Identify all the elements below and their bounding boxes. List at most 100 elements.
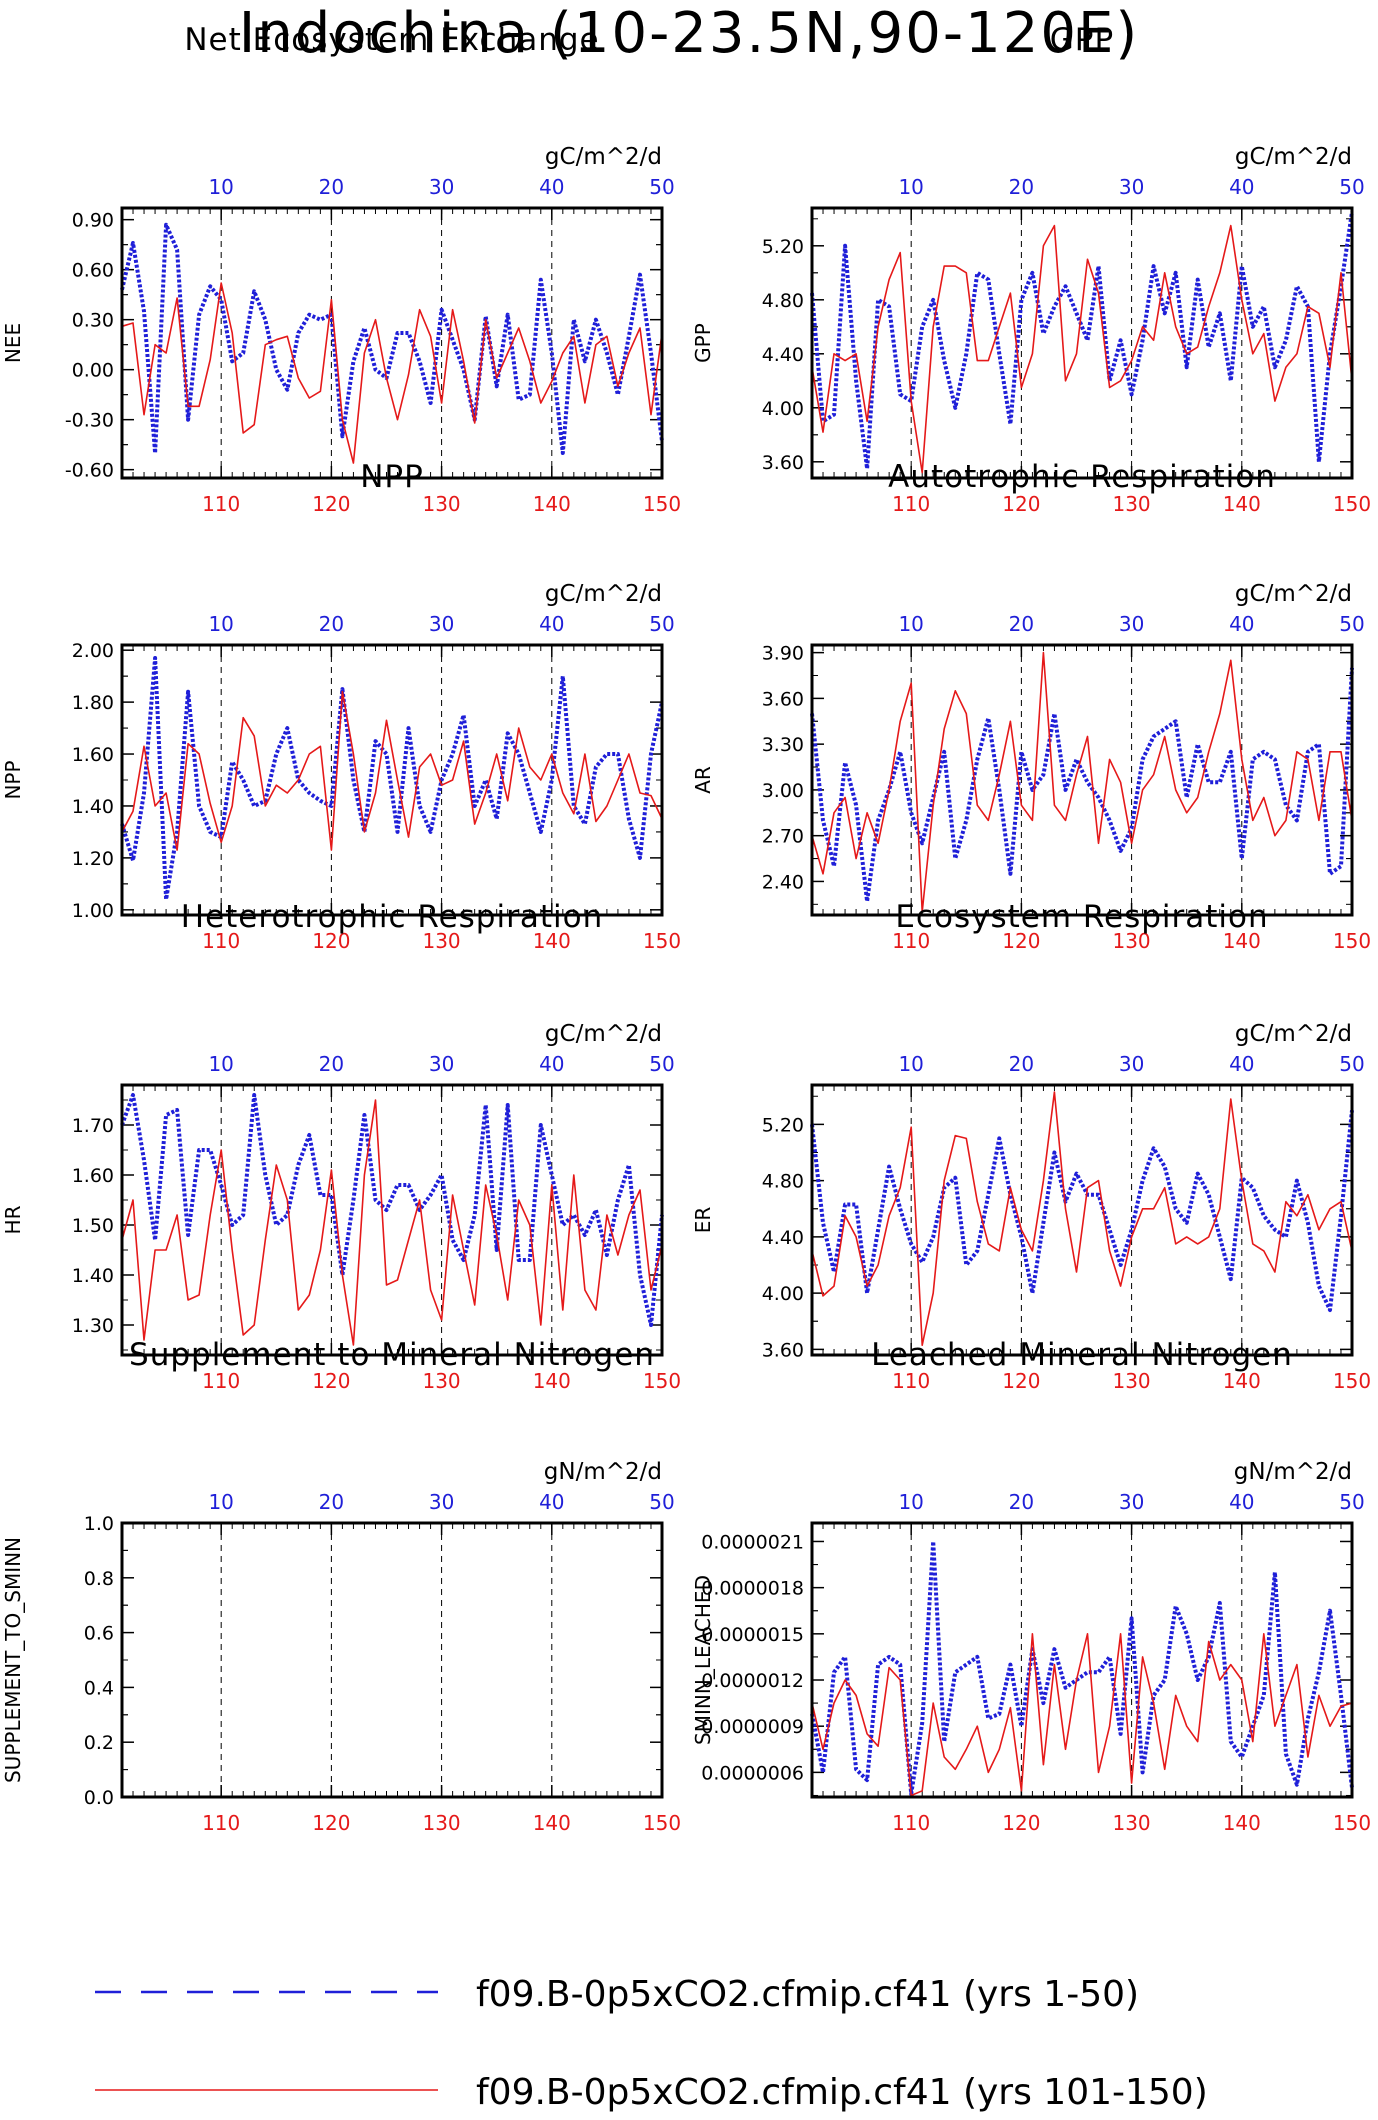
panel7-y-tick-label: 0.2 xyxy=(84,1732,114,1754)
panel4-frame xyxy=(810,643,1354,917)
panel8-series-yrs-101-150 xyxy=(811,1633,1353,1797)
panel2-units: gC/m^2/d xyxy=(1235,144,1352,170)
panel6-y-tick-label: 4.80 xyxy=(762,1171,804,1193)
panel6-bottom-tick-label-110: 110 xyxy=(892,1369,930,1393)
panel4-y-tick-label: 3.00 xyxy=(762,780,804,802)
panel4-top-tick-label-40: 40 xyxy=(1229,612,1254,636)
panel8-bottom-tick-label-120: 120 xyxy=(1002,1811,1040,1835)
panel5-bottom-tick-label-140: 140 xyxy=(533,1369,571,1393)
panel4-y-tick-label: 2.40 xyxy=(762,871,804,893)
panel6-top-tick-label-50: 50 xyxy=(1339,1052,1364,1076)
panel7-top-tick-label-10: 10 xyxy=(208,1490,233,1514)
panel6-top-tick-label-30: 30 xyxy=(1119,1052,1144,1076)
panel4-ylabel: AR xyxy=(691,766,715,794)
main-title: Indochina (10-23.5N,90-120E) xyxy=(238,1,1140,66)
panel8-bottom-tick-label-130: 130 xyxy=(1112,1811,1150,1835)
panel2-top-tick-label-40: 40 xyxy=(1229,175,1254,199)
panel6-units: gC/m^2/d xyxy=(1235,1021,1352,1047)
panel4-top-tick-label-20: 20 xyxy=(1009,612,1034,636)
panel5-series-yrs-101-150 xyxy=(121,1099,663,1346)
panel3-bottom-tick-label-120: 120 xyxy=(312,929,350,953)
panel5-y-tick-label: 1.30 xyxy=(72,1315,114,1337)
panel6-top-tick-label-40: 40 xyxy=(1229,1052,1254,1076)
panel7-top-tick-label-50: 50 xyxy=(649,1490,674,1514)
panel8-y-tick-label: 0.0000015 xyxy=(701,1624,804,1646)
panel2-y-tick-label: 3.60 xyxy=(762,452,804,474)
panel5-top-tick-label-10: 10 xyxy=(208,1052,233,1076)
panel2-y-tick-label: 4.80 xyxy=(762,290,804,312)
panel4-top-tick-label-50: 50 xyxy=(1339,612,1364,636)
panel6-y-tick-label: 3.60 xyxy=(762,1339,804,1361)
panel3-y-tick-label: 1.20 xyxy=(72,848,114,870)
panel1-units: gC/m^2/d xyxy=(545,144,662,170)
panel7-y-tick-label: 0.8 xyxy=(84,1568,114,1590)
panel5-units: gC/m^2/d xyxy=(545,1021,662,1047)
panel7-bottom-tick-label-110: 110 xyxy=(202,1811,240,1835)
panel3-title: NPP xyxy=(360,459,424,495)
panel8-bottom-tick-label-150: 150 xyxy=(1333,1811,1371,1835)
panel4-bottom-tick-label-130: 130 xyxy=(1112,929,1150,953)
panel6-top-tick-label-10: 10 xyxy=(898,1052,923,1076)
panel8-top-tick-label-10: 10 xyxy=(898,1490,923,1514)
panel5-bottom-tick-label-120: 120 xyxy=(312,1369,350,1393)
panel1-bottom-tick-label-130: 130 xyxy=(422,492,460,516)
panel8-y-tick-label: 0.0000009 xyxy=(701,1716,804,1738)
panel5-series-yrs-1-50 xyxy=(120,1093,664,1327)
panel4-y-tick-label: 3.30 xyxy=(762,734,804,756)
panel7-y-tick-label: 0.4 xyxy=(84,1677,114,1699)
panel8-y-tick-label: 0.0000018 xyxy=(701,1578,804,1600)
panel6-series-yrs-101-150 xyxy=(811,1091,1353,1346)
panel1-top-tick-label-50: 50 xyxy=(649,175,674,199)
panel2-bottom-tick-label-130: 130 xyxy=(1112,492,1150,516)
panel6-bottom-tick-label-130: 130 xyxy=(1112,1369,1150,1393)
panel5-y-tick-label: 1.50 xyxy=(72,1215,114,1237)
panel3-frame xyxy=(120,643,664,917)
panel8-y-tick-label: 0.0000021 xyxy=(701,1531,804,1553)
panel4-top-tick-label-10: 10 xyxy=(898,612,923,636)
panel5-bottom-tick-label-110: 110 xyxy=(202,1369,240,1393)
panel6-series-yrs-1-50 xyxy=(810,1110,1354,1312)
panel8-units: gN/m^2/d xyxy=(1234,1459,1352,1485)
panel8-bottom-tick-label-110: 110 xyxy=(892,1811,930,1835)
panel8-y-tick-label: 0.0000012 xyxy=(701,1670,804,1692)
panel2-bottom-tick-label-120: 120 xyxy=(1002,492,1040,516)
panel7-frame xyxy=(120,1521,664,1799)
panel5-ylabel: HR xyxy=(1,1205,25,1234)
panel3-y-tick-label: 1.40 xyxy=(72,796,114,818)
panel4-bottom-tick-label-110: 110 xyxy=(892,929,930,953)
panel2-frame xyxy=(810,206,1354,480)
panel3-y-tick-label: 1.00 xyxy=(72,900,114,922)
panel8-top-tick-label-20: 20 xyxy=(1009,1490,1034,1514)
panel7-top-tick-label-20: 20 xyxy=(319,1490,344,1514)
panel8-y-tick-label: 0.0000006 xyxy=(701,1762,804,1784)
panel1-ylabel: NEE xyxy=(1,323,25,363)
panel3-series-yrs-101-150 xyxy=(121,690,663,851)
panel6-bottom-tick-label-140: 140 xyxy=(1223,1369,1261,1393)
panel3-top-tick-label-10: 10 xyxy=(208,612,233,636)
panel1-series-yrs-1-50 xyxy=(120,222,664,455)
panel6-frame xyxy=(810,1083,1354,1357)
panel7-top-tick-label-40: 40 xyxy=(539,1490,564,1514)
panel5-y-tick-label: 1.60 xyxy=(72,1165,114,1187)
panel2-title: GPP xyxy=(1050,22,1114,58)
panel7-top-tick-label-30: 30 xyxy=(429,1490,454,1514)
panel6-y-tick-label: 4.00 xyxy=(762,1283,804,1305)
panel1-series-yrs-101-150 xyxy=(121,282,663,464)
panel2-top-tick-label-10: 10 xyxy=(898,175,923,199)
panel1-bottom-tick-label-120: 120 xyxy=(312,492,350,516)
panel4-units: gC/m^2/d xyxy=(1235,581,1352,607)
panel2-top-tick-label-20: 20 xyxy=(1009,175,1034,199)
panel3-y-tick-label: 2.00 xyxy=(72,640,114,662)
panel7-y-tick-label: 0.6 xyxy=(84,1623,114,1645)
legend-label-1: f09.B-0p5xCO2.cfmip.cf41 (yrs 1-50) xyxy=(476,1974,1139,2015)
panel7-title: Supplement to Mineral Nitrogen xyxy=(129,1337,655,1373)
panel5-top-tick-label-50: 50 xyxy=(649,1052,674,1076)
panel3-top-tick-label-50: 50 xyxy=(649,612,674,636)
panel3-bottom-tick-label-110: 110 xyxy=(202,929,240,953)
panel5-y-tick-label: 1.70 xyxy=(72,1115,114,1137)
panel4-bottom-tick-label-120: 120 xyxy=(1002,929,1040,953)
panel6-ylabel: ER xyxy=(691,1207,715,1234)
panel2-ylabel: GPP xyxy=(691,323,715,363)
panel8-top-tick-label-40: 40 xyxy=(1229,1490,1254,1514)
panel2-y-tick-label: 5.20 xyxy=(762,236,804,258)
